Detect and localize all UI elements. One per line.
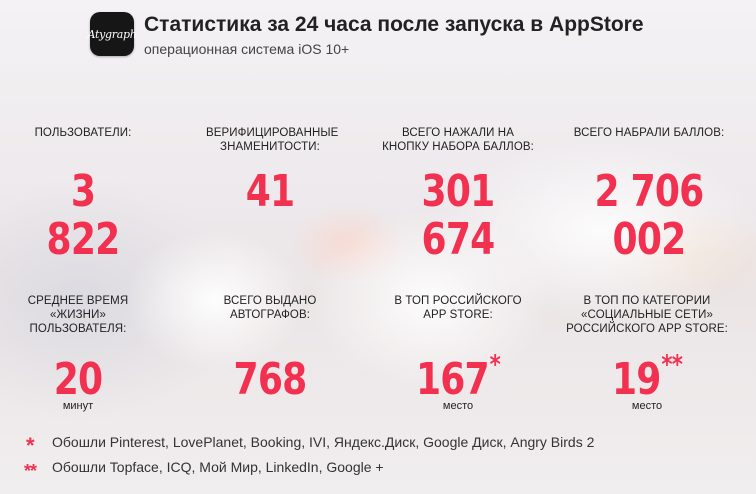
stat-top-social-category: В ТОП ПО КАТЕГОРИИ «СОЦИАЛЬНЫЕ СЕТИ» РОС… xyxy=(562,292,732,418)
stat-label: ВСЕГО НАЖАЛИ НА КНОПКУ НАБОРА БАЛЛОВ: xyxy=(382,127,534,153)
footnote-2: ** Обошли Topface, ICQ, Мой Мир, LinkedIn… xyxy=(24,459,384,482)
stat-unit: место xyxy=(442,400,474,412)
stat-value-wrap: 167* xyxy=(394,352,522,405)
stat-value: 3 822 xyxy=(46,166,121,265)
stat-button-presses: ВСЕГО НАЖАЛИ НА КНОПКУ НАБОРА БАЛЛОВ: 30… xyxy=(368,124,548,264)
stat-value: 167 xyxy=(415,354,490,405)
stat-verified-celebrities: ВЕРИФИЦИРОВАННЫЕ ЗНАМЕНИТОСТИ: 41 xyxy=(190,124,350,224)
stat-label: СРЕДНЕЕ ВРЕМЯ «ЖИЗНИ» ПОЛЬЗОВАТЕЛЯ: xyxy=(27,295,129,335)
page-subtitle: операционная система iOS 10+ xyxy=(144,41,350,57)
stat-label: ВСЕГО ВЫДАНО АВТОГРАФОВ: xyxy=(223,295,317,321)
stat-value: 2 706 002 xyxy=(594,166,705,265)
page-title: Статистика за 24 часа после запуска в Ap… xyxy=(144,13,644,36)
stat-users: ПОЛЬЗОВАТЕЛИ: 3 822 xyxy=(18,124,148,264)
footnote-1: * Обошли Pinterest, LovePlanet, Booking, … xyxy=(26,433,595,459)
footnote-marker: * xyxy=(489,350,501,380)
footnote-text: Обошли Pinterest, LovePlanet, Booking, I… xyxy=(52,434,595,450)
stat-label: В ТОП ПО КАТЕГОРИИ «СОЦИАЛЬНЫЕ СЕТИ» РОС… xyxy=(566,295,728,335)
stat-unit: место xyxy=(631,400,663,412)
stat-value: 20 xyxy=(53,354,103,405)
stat-points-total: ВСЕГО НАБРАЛИ БАЛЛОВ: 2 706 002 xyxy=(556,124,742,264)
stat-value: 41 xyxy=(245,166,295,217)
stat-avg-lifetime: СРЕДНЕЕ ВРЕМЯ «ЖИЗНИ» ПОЛЬЗОВАТЕЛЯ: 20 м… xyxy=(18,292,138,418)
stat-label: ВЕРИФИЦИРОВАННЫЕ ЗНАМЕНИТОСТИ: xyxy=(206,127,339,153)
stat-unit: минут xyxy=(62,400,94,412)
stat-value: 19 xyxy=(611,354,661,405)
stat-value: 301 674 xyxy=(421,166,496,265)
app-icon-logo: Atygraph xyxy=(87,27,137,41)
stat-label: В ТОП РОССИЙСКОГО APP STORE: xyxy=(394,295,522,321)
stat-value: 768 xyxy=(233,354,308,405)
stat-label: ВСЕГО НАБРАЛИ БАЛЛОВ: xyxy=(573,127,725,139)
app-icon: Atygraph xyxy=(87,12,137,56)
stat-top-russian-appstore: В ТОП РОССИЙСКОГО APP STORE: 167* место xyxy=(380,292,536,418)
stat-autographs: ВСЕГО ВЫДАНО АВТОГРАФОВ: 768 xyxy=(200,292,340,418)
footnote-marker: ** xyxy=(661,350,683,380)
footnote-marker: * xyxy=(26,433,35,459)
footnote-text: Обошли Topface, ICQ, Мой Мир, LinkedIn, … xyxy=(52,459,384,475)
footnote-marker: ** xyxy=(24,461,37,482)
stat-label: ПОЛЬЗОВАТЕЛИ: xyxy=(34,127,132,139)
stat-value-wrap: 19** xyxy=(577,352,716,405)
